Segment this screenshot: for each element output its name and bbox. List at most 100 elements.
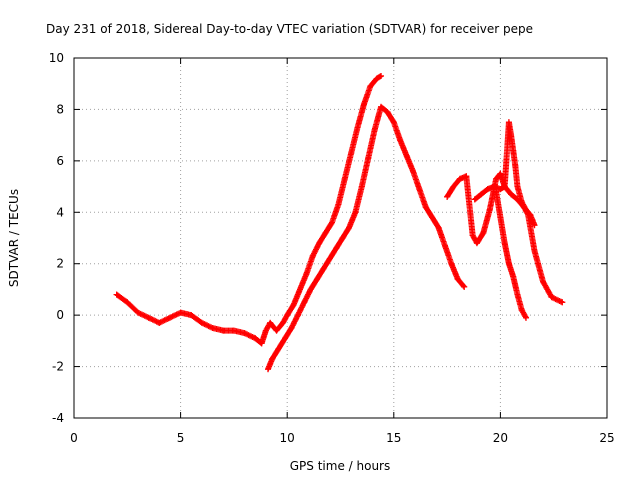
data-point bbox=[365, 155, 372, 162]
x-tick-label: 10 bbox=[280, 431, 295, 445]
chart-title: Day 231 of 2018, Sidereal Day-to-day VTE… bbox=[46, 22, 533, 36]
data-point bbox=[448, 260, 455, 267]
series-pass-2 bbox=[265, 103, 468, 373]
data-point bbox=[531, 247, 538, 254]
data-point bbox=[505, 260, 512, 267]
data-point bbox=[320, 265, 327, 272]
data-point bbox=[397, 137, 404, 144]
data-point bbox=[518, 307, 525, 313]
data-point bbox=[514, 291, 521, 298]
data-point bbox=[307, 286, 314, 293]
y-tick-label: 4 bbox=[56, 205, 64, 219]
series-markers bbox=[471, 119, 538, 229]
x-tick-label: 15 bbox=[386, 431, 401, 445]
data-point bbox=[279, 319, 286, 326]
data-point bbox=[497, 170, 504, 177]
data-point bbox=[124, 299, 131, 306]
data-point bbox=[510, 273, 517, 280]
data-point bbox=[463, 173, 470, 180]
data-point bbox=[341, 175, 348, 182]
data-point bbox=[252, 335, 259, 342]
data-point bbox=[527, 211, 534, 218]
data-point bbox=[301, 299, 308, 306]
y-tick-label: 6 bbox=[56, 154, 64, 168]
data-point bbox=[508, 191, 515, 198]
data-point bbox=[360, 101, 367, 108]
data-point bbox=[188, 312, 195, 319]
data-point bbox=[378, 103, 385, 110]
data-point bbox=[303, 271, 310, 277]
axis-ticks bbox=[73, 57, 608, 419]
data-point bbox=[367, 83, 374, 90]
y-tick-label: 8 bbox=[56, 102, 64, 116]
data-point bbox=[486, 206, 493, 213]
data-point bbox=[491, 183, 498, 190]
data-point bbox=[269, 355, 276, 362]
data-point bbox=[484, 186, 491, 193]
x-tick-label: 25 bbox=[599, 431, 614, 445]
data-point bbox=[456, 175, 463, 182]
data-point bbox=[241, 330, 248, 337]
series-markers bbox=[113, 73, 385, 347]
data-point bbox=[522, 206, 529, 213]
data-point bbox=[316, 240, 323, 247]
data-point bbox=[429, 214, 436, 221]
series-pass-1 bbox=[113, 73, 385, 347]
data-point bbox=[454, 276, 461, 283]
data-point bbox=[328, 219, 335, 226]
data-point bbox=[497, 186, 504, 193]
y-tick-label: 10 bbox=[49, 51, 64, 65]
data-point bbox=[371, 127, 378, 133]
data-point bbox=[265, 366, 272, 373]
data-point bbox=[273, 327, 280, 334]
data-point bbox=[177, 309, 184, 316]
data-point bbox=[348, 150, 355, 157]
data-point bbox=[352, 209, 359, 216]
data-point bbox=[220, 327, 227, 334]
data-point bbox=[444, 193, 451, 200]
data-point bbox=[514, 183, 521, 190]
series-pass-3 bbox=[444, 170, 566, 306]
data-point bbox=[505, 119, 512, 126]
y-tick-labels: -4 -2 0 2 4 6 8 10 bbox=[49, 51, 64, 425]
data-point bbox=[512, 163, 519, 169]
data-point bbox=[258, 340, 265, 347]
data-point bbox=[493, 188, 500, 195]
plot-frame bbox=[73, 57, 608, 419]
data-point bbox=[522, 314, 529, 321]
data-point bbox=[450, 183, 457, 190]
data-point bbox=[145, 314, 152, 321]
y-tick-label: 0 bbox=[56, 308, 64, 322]
data-point bbox=[267, 319, 274, 326]
data-point bbox=[284, 312, 291, 319]
data-point bbox=[373, 75, 380, 82]
data-point bbox=[333, 245, 340, 252]
data-point bbox=[326, 255, 333, 262]
data-point bbox=[198, 319, 205, 326]
data-point bbox=[113, 291, 120, 298]
x-tick-label: 0 bbox=[70, 431, 78, 445]
data-point bbox=[322, 229, 329, 236]
data-point bbox=[294, 312, 301, 319]
data-point bbox=[540, 278, 547, 285]
data-point bbox=[384, 109, 391, 115]
y-axis-label: SDTVAR / TECUs bbox=[7, 189, 21, 287]
data-point bbox=[378, 73, 385, 79]
x-tick-label: 5 bbox=[177, 431, 185, 445]
data-point bbox=[529, 217, 536, 223]
series-pass-4 bbox=[471, 119, 538, 229]
data-point bbox=[390, 119, 397, 126]
data-point bbox=[469, 232, 476, 239]
data-point bbox=[288, 325, 295, 331]
x-axis-label: GPS time / hours bbox=[290, 459, 391, 473]
data-point bbox=[510, 147, 517, 154]
series-pass-5 bbox=[493, 188, 529, 321]
data-point bbox=[473, 240, 480, 247]
data-point bbox=[275, 345, 282, 352]
data-point bbox=[416, 186, 423, 193]
data-point bbox=[339, 235, 346, 241]
data-point bbox=[548, 294, 555, 301]
data-point bbox=[518, 199, 525, 205]
data-point bbox=[441, 242, 448, 249]
